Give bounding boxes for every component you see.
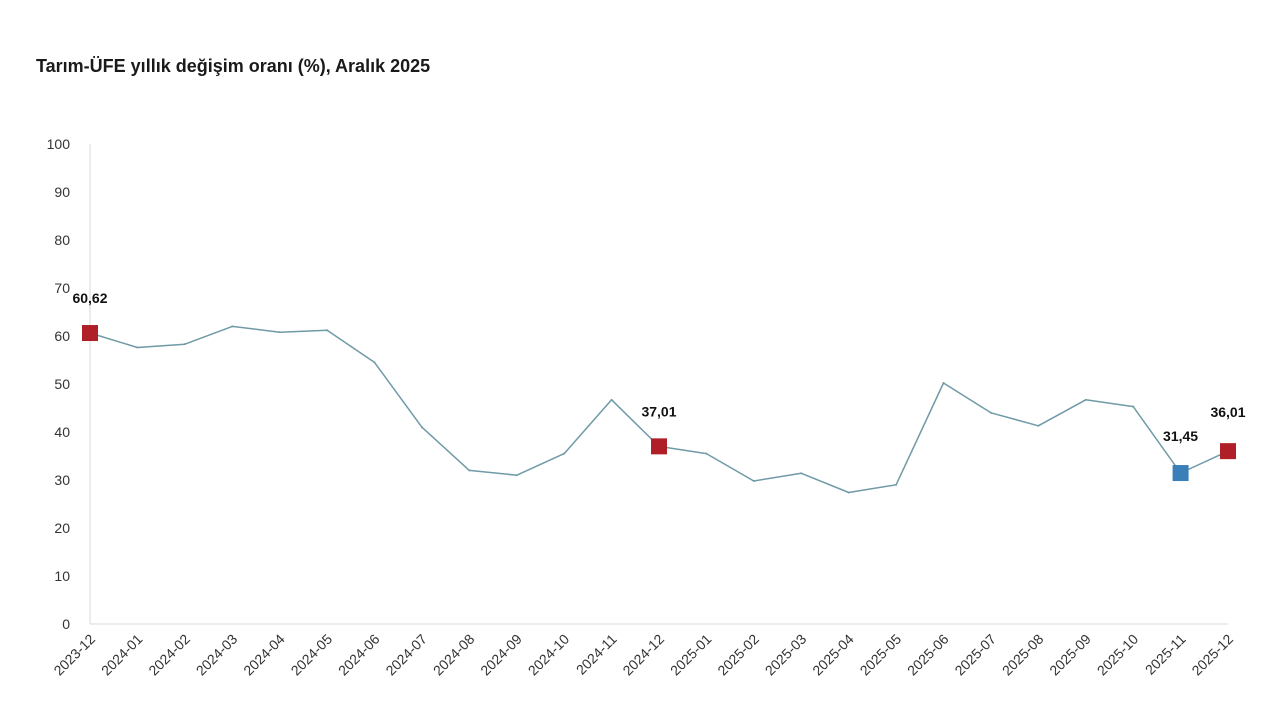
x-tick-label: 2024-06	[335, 631, 383, 679]
data-point	[468, 469, 471, 472]
x-tick-label: 2024-08	[430, 631, 478, 679]
x-tick-label: 2024-11	[573, 631, 620, 678]
data-label: 36,01	[1210, 404, 1245, 420]
x-tick-label: 2024-09	[477, 631, 525, 679]
y-tick-label: 0	[62, 616, 70, 632]
data-point	[563, 452, 566, 455]
data-point	[231, 325, 234, 328]
data-point	[989, 411, 992, 414]
data-point	[278, 331, 281, 334]
y-tick-label: 90	[54, 184, 70, 200]
y-tick-label: 10	[54, 568, 70, 584]
data-point	[1084, 398, 1087, 401]
data-point	[610, 398, 613, 401]
data-point	[942, 382, 945, 385]
x-tick-label: 2025-04	[809, 631, 857, 679]
data-point	[326, 329, 329, 332]
data-point	[136, 346, 139, 349]
x-tick-label: 2025-01	[667, 631, 715, 679]
x-tick-label: 2025-02	[714, 631, 762, 679]
x-tick-label: 2024-12	[619, 631, 667, 679]
x-tick-label: 2025-08	[999, 631, 1047, 679]
data-point	[183, 343, 186, 346]
x-tick-label: 2024-04	[240, 631, 288, 679]
x-tick-label: 2025-06	[904, 631, 952, 679]
data-point	[705, 452, 708, 455]
data-point	[752, 479, 755, 482]
y-tick-label: 20	[54, 520, 70, 536]
x-tick-label: 2025-03	[762, 631, 810, 679]
x-tick-label: 2024-02	[145, 631, 193, 679]
data-point	[515, 474, 518, 477]
data-point	[1132, 405, 1135, 408]
y-tick-label: 60	[54, 328, 70, 344]
y-tick-label: 40	[54, 424, 70, 440]
x-tick-label: 2025-07	[951, 631, 999, 679]
x-tick-label: 2025-05	[857, 631, 905, 679]
data-label: 31,45	[1163, 428, 1198, 444]
y-tick-label: 80	[54, 232, 70, 248]
data-point	[420, 426, 423, 429]
x-tick-label: 2025-10	[1094, 631, 1142, 679]
data-point	[373, 361, 376, 364]
x-tick-label: 2025-09	[1046, 631, 1094, 679]
data-point	[1037, 424, 1040, 427]
data-label: 60,62	[72, 290, 107, 306]
y-tick-label: 30	[54, 472, 70, 488]
x-tick-label: 2023-12	[50, 631, 98, 679]
y-axis: 0 10 20 30 40 50 60 70 80 90 100	[47, 136, 91, 632]
data-label: 37,01	[641, 403, 676, 419]
x-tick-label: 2024-03	[193, 631, 241, 679]
x-tick-label: 2024-01	[98, 631, 146, 679]
data-point	[800, 472, 803, 475]
highlight-markers: 60,62 37,01 31,45 36,01	[72, 290, 1246, 482]
highlight-marker	[1172, 465, 1189, 482]
x-tick-label: 2025-11	[1142, 631, 1189, 678]
data-point	[895, 483, 898, 486]
data-point	[847, 491, 850, 494]
highlight-marker	[651, 438, 667, 455]
highlight-marker	[1220, 443, 1236, 460]
x-tick-label: 2024-05	[288, 631, 336, 679]
x-axis: 2023-12 2024-01 2024-02 2024-03 2024-04 2024-…	[50, 623, 1236, 679]
y-tick-label: 50	[54, 376, 70, 392]
x-tick-label: 2024-07	[382, 631, 430, 679]
y-tick-label: 100	[47, 136, 71, 152]
highlight-marker	[82, 325, 98, 342]
chart-title: Tarım-ÜFE yıllık değişim oranı (%), Aral…	[36, 56, 431, 76]
x-tick-label: 2025-12	[1188, 631, 1236, 679]
x-tick-label: 2024-10	[525, 631, 573, 679]
y-tick-label: 70	[54, 280, 70, 296]
